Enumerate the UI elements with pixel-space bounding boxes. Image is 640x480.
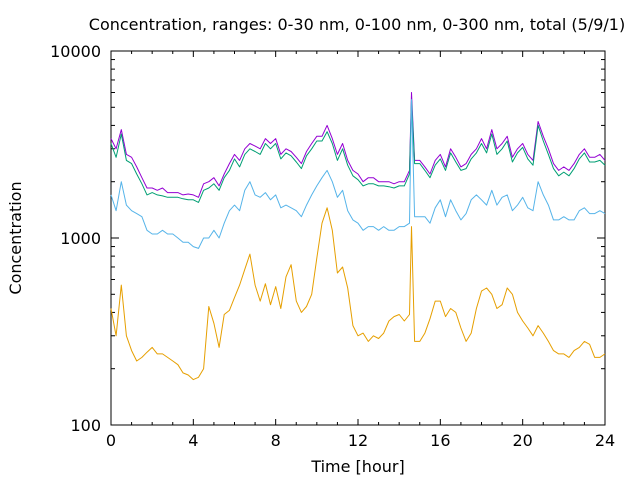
y-tick-label: 1000	[60, 229, 101, 248]
y-axis-label: Concentration	[6, 181, 25, 294]
x-tick-label: 0	[106, 431, 116, 450]
x-tick-label: 16	[430, 431, 450, 450]
series-line-4	[110, 207, 606, 381]
x-axis-label: Time [hour]	[310, 457, 404, 476]
x-tick-label: 8	[271, 431, 281, 450]
chart-title: Concentration, ranges: 0-30 nm, 0-100 nm…	[89, 15, 625, 34]
x-tick-label: 24	[595, 431, 615, 450]
y-tick-label: 100	[70, 416, 101, 435]
y-tick-label: 10000	[50, 42, 101, 61]
x-tick-label: 20	[512, 431, 532, 450]
x-tick-label: 12	[348, 431, 368, 450]
series-line-3	[110, 99, 606, 249]
x-tick-label: 4	[188, 431, 198, 450]
series-line-1	[110, 92, 606, 198]
series-line-2	[110, 99, 606, 203]
plot-frame	[110, 50, 606, 426]
